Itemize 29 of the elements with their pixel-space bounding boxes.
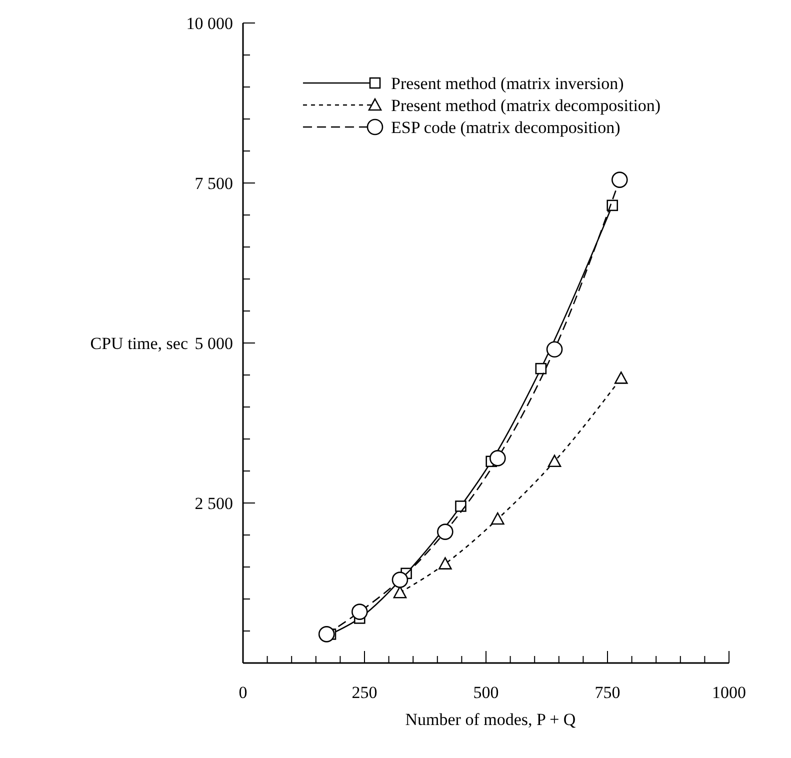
y-tick-label: 5 000 bbox=[194, 334, 233, 353]
x-tick-label: 500 bbox=[473, 683, 499, 702]
x-tick-label: 750 bbox=[594, 683, 620, 702]
point bbox=[606, 200, 618, 212]
y-tick-label: 2 500 bbox=[194, 494, 233, 513]
y-tick-label: 7 500 bbox=[194, 174, 233, 193]
point bbox=[437, 524, 454, 540]
point bbox=[438, 557, 452, 570]
point bbox=[351, 604, 368, 620]
y-tick-label: 10 000 bbox=[186, 14, 233, 33]
x-tick-label: 1000 bbox=[712, 683, 746, 702]
point bbox=[393, 586, 407, 598]
point bbox=[546, 341, 563, 358]
point bbox=[490, 450, 506, 466]
point bbox=[455, 500, 466, 512]
point bbox=[491, 512, 504, 525]
y-axis-title: CPU time, sec bbox=[90, 334, 188, 353]
x-tick-label: 0 bbox=[238, 683, 248, 702]
x-tick-label: 250 bbox=[352, 683, 378, 702]
point bbox=[612, 172, 628, 188]
point bbox=[392, 572, 408, 588]
legend-label: Present method (matrix inversion) bbox=[391, 74, 624, 93]
legend-label: ESP code (matrix decomposition) bbox=[391, 118, 620, 137]
point bbox=[535, 362, 547, 374]
point bbox=[614, 372, 628, 384]
legend-label: Present method (matrix decomposition) bbox=[391, 96, 661, 115]
x-axis-title: Number of modes, P + Q bbox=[405, 710, 576, 729]
point bbox=[318, 626, 335, 642]
point bbox=[548, 454, 562, 468]
